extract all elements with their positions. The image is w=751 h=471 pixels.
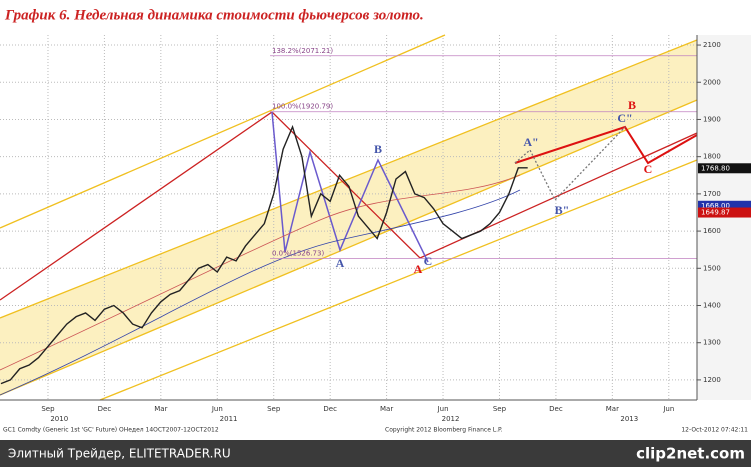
fib-label: 0.0%(1526.73) (272, 249, 324, 257)
price-tag-label: 1768.80 (701, 164, 730, 172)
x-tick-label: Mar (154, 405, 167, 413)
price-tag (698, 163, 751, 174)
wave-label: A (336, 256, 345, 270)
logo[interactable]: clip2net.com (636, 445, 745, 463)
wave-label: B" (555, 203, 570, 217)
footer-source: GC1 Comdty (Generic 1st 'GC' Future) ОНе… (3, 427, 219, 434)
bar-text: Элитный Трейдер, ELITETRADER.RU (8, 447, 231, 461)
year-label: 2013 (620, 415, 638, 423)
price-tag (698, 200, 751, 211)
fib-label: 100.0%(1920.79) (272, 103, 333, 111)
y-tick-label: 1900 (703, 115, 721, 123)
year-label: 2012 (442, 415, 460, 423)
y-tick-label: 2100 (703, 41, 721, 49)
x-tick-label: Mar (380, 405, 393, 413)
channel-band (0, 40, 697, 395)
wave-label: C (424, 254, 433, 268)
x-tick-label: Dec (549, 405, 563, 413)
y-tick-label: 1400 (703, 301, 721, 309)
x-tick-label: Jun (662, 405, 674, 413)
y-tick-label: 1300 (703, 339, 721, 347)
footer-copyright: Copyright 2012 Bloomberg Finance L.P. (385, 427, 503, 434)
chart-title: График 6. Недельная динамика стоимости ф… (4, 7, 424, 23)
x-tick-label: Sep (267, 405, 281, 413)
y-tick-label: 1800 (703, 153, 721, 161)
y-tick-label: 1600 (703, 227, 721, 235)
price-tag-label: 1668.00 (701, 202, 730, 210)
wave-label: B (374, 142, 382, 156)
wave-label: A" (523, 135, 538, 149)
price-tag (698, 207, 751, 218)
price-tag-label: 1649.87 (701, 209, 730, 217)
x-tick-label: Sep (493, 405, 507, 413)
year-label: 2011 (220, 415, 238, 423)
price-line (0, 124, 528, 385)
wave-label: A (414, 262, 423, 276)
year-label: 2010 (50, 415, 68, 423)
wave-label: C" (617, 111, 632, 125)
x-tick-label: Jun (437, 405, 449, 413)
x-tick-label: Dec (323, 405, 337, 413)
wave-label: B (628, 98, 636, 112)
y-tick-label: 2000 (703, 78, 721, 86)
wave-label: C (644, 162, 653, 176)
y-tick-label: 1500 (703, 264, 721, 272)
footer-timestamp: 12-Oct-2012 07:42:11 (681, 427, 748, 434)
x-tick-label: Dec (98, 405, 112, 413)
x-tick-label: Sep (41, 405, 55, 413)
bottom-bar (0, 440, 751, 467)
y-tick-label: 1700 (703, 190, 721, 198)
y-tick-label: 1200 (703, 376, 721, 384)
fib-label: 138.2%(2071.21) (272, 47, 333, 55)
x-tick-label: Jun (211, 405, 223, 413)
x-tick-label: Mar (606, 405, 619, 413)
